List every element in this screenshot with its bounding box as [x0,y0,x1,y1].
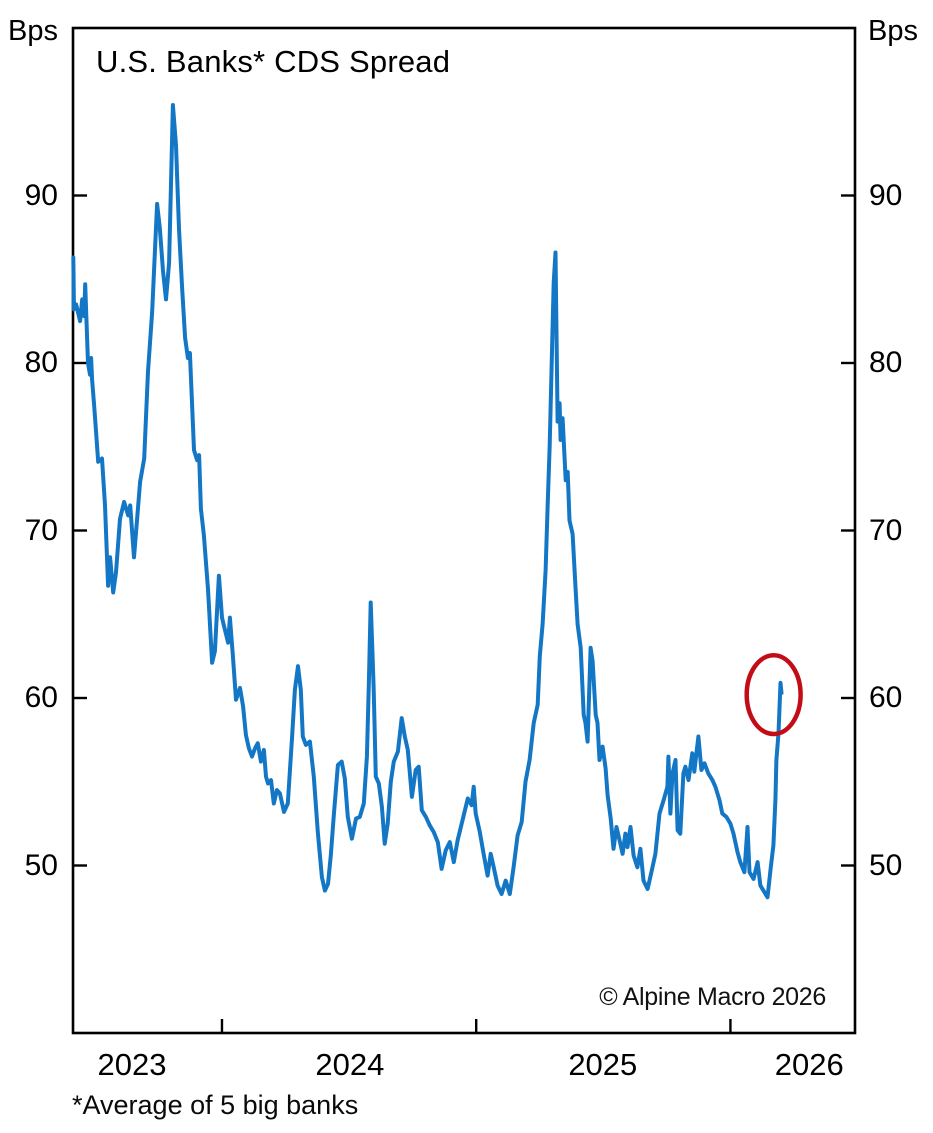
y-tick-label-left-90: 90 [24,178,58,212]
highlight-circle [744,653,803,737]
y-tick-label-left-80: 80 [24,346,58,379]
copyright-notice: © Alpine Macro 2026 [599,983,826,1011]
chart-title: U.S. Banks* CDS Spread [96,44,451,79]
footnote: *Average of 5 big banks [72,1090,359,1120]
plot-frame [71,26,857,1035]
y-tick-label-left-70: 70 [24,513,58,547]
y-tick-label-right-70: 70 [869,513,903,547]
y-tick-label-right-90: 90 [869,178,903,212]
y-tick-label-right-50: 50 [869,848,903,882]
x-tick-label-2025: 2025 [568,1047,638,1082]
y-tick-label-right-80: 80 [869,346,903,379]
y-tick-label-right-60: 60 [869,681,903,714]
y-tick-label-left-60: 60 [24,681,58,714]
cds-spread-line [71,103,784,900]
y-axis-unit-left: Bps [8,15,58,47]
y-tick-label-left-50: 50 [24,848,58,882]
x-tick-label-2026: 2026 [774,1047,844,1082]
x-tick-label-2024: 2024 [315,1047,385,1082]
y-axis-unit-right: Bps [868,15,918,47]
x-tick-label-2023: 2023 [97,1047,167,1082]
